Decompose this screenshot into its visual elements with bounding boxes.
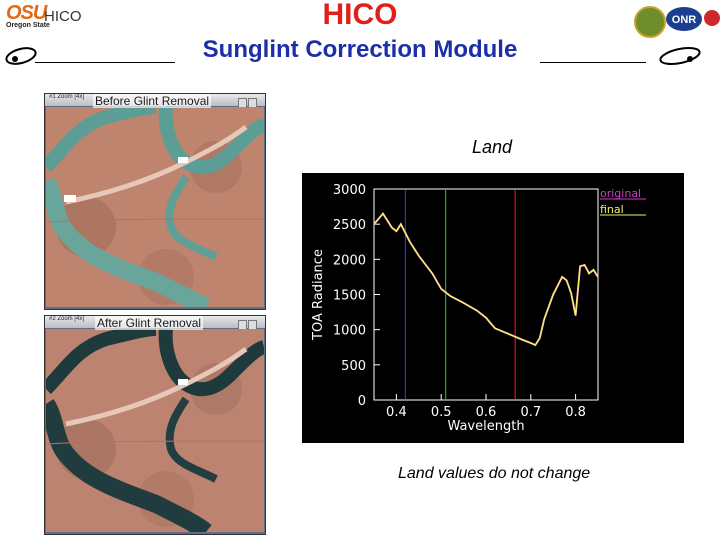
y-tick-label: 500	[341, 359, 366, 374]
left-app-name: HICO	[44, 8, 82, 25]
badge-icon	[704, 10, 720, 26]
y-tick-label: 1500	[333, 289, 366, 304]
y-tick-label: 2000	[333, 253, 366, 268]
header-rule-left	[35, 62, 175, 63]
navy-seal-icon	[634, 6, 666, 38]
y-tick-label: 2500	[333, 218, 366, 233]
header-rule-right	[540, 62, 646, 63]
osu-logo: OSU	[6, 2, 47, 24]
series-line-final	[373, 212, 599, 347]
x-tick-label: 0.7	[520, 405, 541, 420]
legend-entry-original: original	[600, 187, 641, 200]
plot-frame	[373, 188, 599, 401]
after-glint-label: After Glint Removal	[95, 316, 204, 330]
before-glint-image	[46, 107, 264, 307]
page-title: HICO	[322, 0, 398, 31]
y-tick-label: 1000	[333, 324, 366, 339]
before-glint-label: Before Glint Removal	[93, 94, 212, 108]
after-glint-image	[46, 329, 264, 532]
page-subtitle: Sunglint Correction Module	[202, 36, 518, 63]
window-title: #1 Zoom [4x]	[49, 94, 85, 100]
radiance-chart-svg: 0 500 1000 1500 2000 2500 3000 0.4 0.5 0.6 0.7 0.8 W…	[311, 183, 646, 434]
window-title: #2 Zoom [4x]	[49, 316, 85, 322]
osu-logo-subtitle: Oregon State	[6, 22, 50, 29]
x-tick-label: 0.4	[386, 405, 407, 420]
chart-caption: Land values do not change	[398, 465, 591, 482]
x-tick-label: 0.8	[565, 405, 586, 420]
swoosh-right-icon	[659, 46, 701, 66]
onr-logo-text: ONR	[672, 14, 697, 26]
image-window-after[interactable]: #2 Zoom [4x] After Glint Removal	[44, 315, 266, 535]
y-tick-label: 3000	[333, 183, 366, 198]
y-tick-label: 0	[358, 394, 366, 409]
x-axis-label: Wavelength	[447, 419, 524, 434]
radiance-chart: 0 500 1000 1500 2000 2500 3000 0.4 0.5 0.6 0.7 0.8 W…	[302, 173, 684, 443]
y-axis-label: TOA Radiance	[311, 249, 326, 341]
legend-entry-final: final	[600, 203, 624, 216]
onr-logo: ONR	[666, 7, 702, 31]
x-tick-label: 0.5	[431, 405, 452, 420]
image-window-before[interactable]: #1 Zoom [4x] Before Glint Removal	[44, 93, 266, 310]
swoosh-left-icon	[5, 47, 37, 65]
chart-heading: Land	[472, 137, 513, 157]
x-tick-label: 0.6	[476, 405, 497, 420]
